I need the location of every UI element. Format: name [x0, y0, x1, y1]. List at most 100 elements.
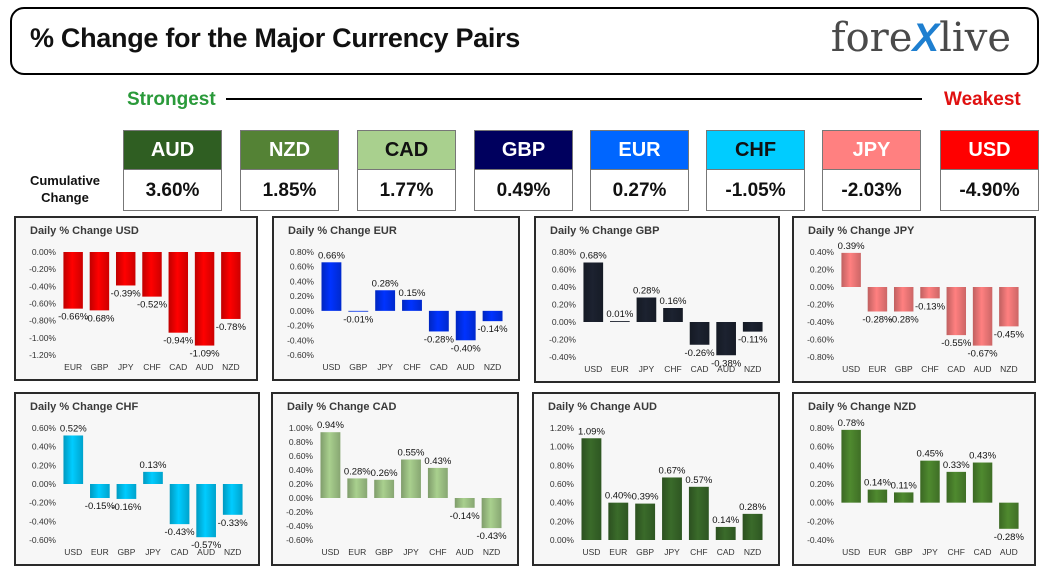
- bar-chf: [142, 252, 162, 297]
- bar-chart: Daily % Change CHF 0.60% 0.40% 0.20% 0.00% -0…: [29, 401, 248, 557]
- x-tick-label: EUR: [609, 547, 627, 557]
- bar-nzd: [222, 484, 243, 515]
- bar-cad: [715, 526, 736, 540]
- x-tick-label: USD: [321, 547, 339, 557]
- x-tick-label: AUD: [717, 364, 735, 374]
- x-tick-label: GBP: [895, 364, 913, 374]
- x-tick-label: CHF: [948, 547, 965, 557]
- bar-cad: [972, 462, 993, 503]
- y-tick-label: 0.00%: [289, 493, 314, 503]
- y-tick-label: -0.80%: [29, 316, 56, 326]
- y-tick-label: -0.20%: [29, 264, 56, 274]
- y-tick-label: -0.20%: [549, 335, 576, 345]
- data-label: 0.28%: [372, 278, 399, 289]
- bar-chart: Daily % Change JPY 0.40% 0.20% 0.00% -0.20% -…: [807, 225, 1024, 374]
- strongest-label: Strongest: [127, 89, 216, 110]
- y-tick-label: 0.20%: [810, 265, 835, 275]
- y-tick-label: 0.20%: [289, 479, 314, 489]
- chart-title: Daily % Change EUR: [288, 225, 397, 237]
- x-tick-label: USD: [842, 547, 860, 557]
- chart-panel-nzd: Daily % Change NZD 0.80% 0.60% 0.40% 0.20% 0.…: [792, 392, 1036, 566]
- bar-cad: [168, 252, 189, 333]
- y-tick-label: 0.60%: [810, 442, 835, 452]
- bar-cad: [946, 287, 967, 336]
- data-label: 0.39%: [838, 241, 865, 252]
- x-tick-label: CHF: [690, 547, 707, 557]
- y-tick-label: -0.40%: [549, 352, 576, 362]
- y-tick-label: 1.00%: [550, 442, 575, 452]
- y-tick-label: -0.60%: [286, 535, 313, 545]
- bar-eur: [63, 252, 83, 309]
- y-tick-label: 0.00%: [550, 535, 575, 545]
- currency-box-usd: USD -4.90%: [940, 130, 1039, 211]
- chart-title: Daily % Change GBP: [550, 225, 659, 237]
- bar-gbp: [348, 310, 369, 312]
- data-label: 0.68%: [580, 251, 607, 262]
- data-label: 0.11%: [891, 480, 918, 491]
- currency-name: NZD: [241, 131, 338, 170]
- logo-text-left: fore: [830, 15, 913, 61]
- bar-aud: [455, 310, 476, 341]
- data-label: 0.13%: [140, 460, 167, 471]
- data-label: 0.66%: [318, 250, 345, 261]
- x-tick-label: CAD: [717, 547, 735, 557]
- chart-title: Daily % Change AUD: [548, 401, 657, 413]
- y-tick-label: 0.40%: [552, 282, 577, 292]
- x-tick-label: CHF: [921, 364, 938, 374]
- x-tick-label: CHF: [664, 364, 681, 374]
- bar-usd: [581, 438, 602, 540]
- data-label: 0.28%: [633, 286, 660, 297]
- x-tick-label: EUR: [91, 547, 109, 557]
- bar-chf: [920, 287, 940, 299]
- bar-nzd: [482, 310, 503, 322]
- x-tick-label: NZD: [484, 362, 501, 372]
- data-label: 0.14%: [864, 478, 891, 489]
- logo-text-right: live: [939, 15, 1011, 61]
- data-label: -0.40%: [451, 343, 482, 354]
- y-tick-label: -0.20%: [287, 321, 314, 331]
- y-tick-label: -0.60%: [807, 335, 834, 345]
- y-tick-label: -0.40%: [287, 335, 314, 345]
- y-tick-label: 0.20%: [32, 460, 57, 470]
- bar-jpy: [636, 297, 657, 322]
- data-label: 0.28%: [344, 466, 371, 477]
- data-label: -0.39%: [111, 288, 142, 299]
- chart-title: Daily % Change CAD: [287, 401, 396, 413]
- currency-box-aud: AUD 3.60%: [123, 130, 222, 211]
- y-tick-label: -0.40%: [807, 317, 834, 327]
- chart-title: Daily % Change CHF: [30, 401, 138, 413]
- data-label: -0.67%: [968, 349, 999, 360]
- data-label: -0.28%: [994, 532, 1025, 543]
- x-tick-label: AUD: [974, 364, 992, 374]
- data-label: 0.14%: [712, 515, 739, 526]
- bar-eur: [610, 321, 630, 322]
- currency-box-cad: CAD 1.77%: [357, 130, 456, 211]
- currency-cumulative-value: 0.49%: [496, 180, 551, 201]
- bar-chf: [427, 467, 448, 498]
- bar-nzd: [481, 498, 502, 529]
- data-label: -0.13%: [915, 301, 946, 312]
- x-tick-label: CAD: [169, 362, 187, 372]
- data-label: -0.01%: [343, 315, 374, 326]
- x-tick-label: CHF: [143, 362, 160, 372]
- bar-chf: [663, 308, 683, 322]
- x-tick-label: CHF: [429, 547, 446, 557]
- bar-jpy: [662, 477, 682, 540]
- y-tick-label: -0.40%: [29, 281, 56, 291]
- y-tick-label: 0.60%: [550, 479, 575, 489]
- cumulative-label-line2: Change: [41, 190, 89, 205]
- bar-chf: [688, 486, 709, 540]
- y-tick-label: 0.60%: [289, 451, 314, 461]
- currency-cumulative-value: -2.03%: [841, 180, 902, 201]
- forexlive-logo: foreXlive: [831, 15, 1011, 61]
- chart-panel-chf: Daily % Change CHF 0.60% 0.40% 0.20% 0.00% -0…: [14, 392, 260, 566]
- data-label: 0.43%: [969, 451, 996, 462]
- chart-panel-usd: Daily % Change USD 0.00% -0.20% -0.40% -0.60…: [14, 216, 258, 381]
- data-label: 0.67%: [659, 465, 686, 476]
- y-tick-label: 0.80%: [290, 247, 315, 257]
- x-tick-label: NZD: [744, 547, 761, 557]
- data-label: -0.57%: [191, 540, 222, 551]
- currency-box-nzd: NZD 1.85%: [240, 130, 339, 211]
- y-tick-label: 0.20%: [550, 516, 575, 526]
- y-tick-label: 0.40%: [810, 460, 835, 470]
